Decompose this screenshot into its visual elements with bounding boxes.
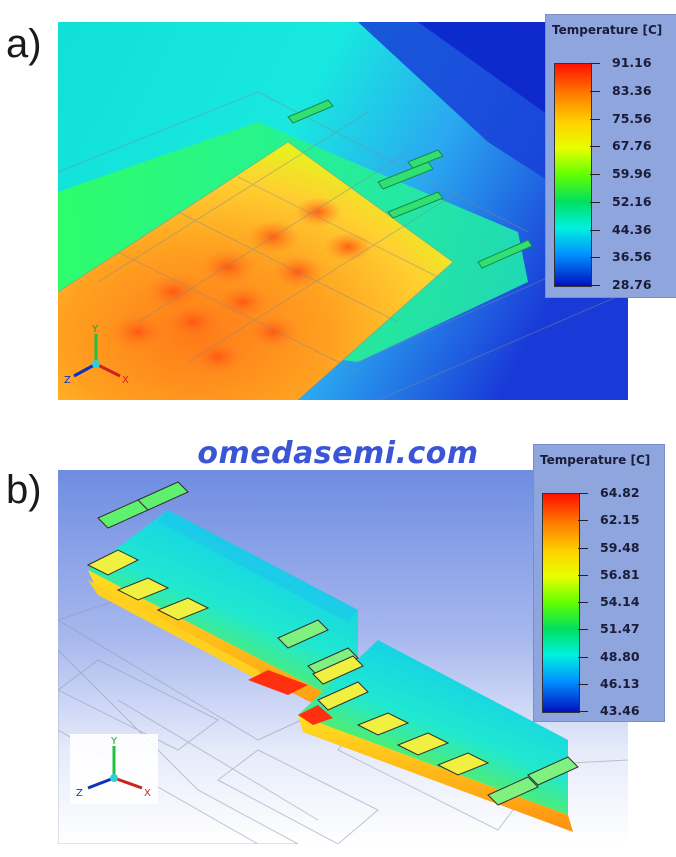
panel-b-terminals xyxy=(86,481,579,806)
panel-b-legend-tick-label: 51.47 xyxy=(600,621,640,637)
panel-a-legend-tick-mark xyxy=(590,90,600,92)
panel-a-heatmap: Y Z X xyxy=(58,22,628,400)
panel-b-legend-tick-label: 64.82 xyxy=(600,485,640,500)
panel-a-thermal-image: Y Z X xyxy=(58,22,628,400)
panel-a-legend-tick-mark xyxy=(590,285,600,286)
panel-a-triad-y: Y xyxy=(91,324,99,335)
panel-a-legend-tick-label: 91.16 xyxy=(612,55,652,70)
panel-b-module-2 xyxy=(298,640,573,832)
panel-a-legend-tick-label: 44.36 xyxy=(612,221,652,237)
panel-a-legend-tick-label: 28.76 xyxy=(612,277,652,292)
panel-a-legend-tick-label: 75.56 xyxy=(612,110,652,126)
panel-a-legend-tick-mark xyxy=(590,63,600,64)
panel-b-legend-tick-label: 43.46 xyxy=(600,703,640,718)
panel-b-legend-tick-label: 48.80 xyxy=(600,648,640,664)
panel-b-axis-triad xyxy=(87,746,143,790)
panel-b-legend-tick-label: 54.14 xyxy=(600,594,640,609)
panel-b-colorbar xyxy=(542,493,580,713)
panel-a-axis-triad xyxy=(73,334,121,378)
panel-a-legend-tick-label: 59.96 xyxy=(612,166,652,181)
panel-a-label: a) xyxy=(6,22,42,66)
panel-b-legend-tick-mark xyxy=(578,574,588,576)
panel-a-legend-tick-mark xyxy=(590,174,600,175)
panel-b-legend-tick-mark xyxy=(578,683,588,685)
panel-a-chips xyxy=(287,99,533,269)
panel-b-triad-y: Y xyxy=(110,736,118,747)
panel-a-colorbar xyxy=(554,63,592,287)
panel-b-legend-tick-mark xyxy=(578,547,588,549)
panel-a-legend: Temperature [C] 91.16 83.36 75.56 67.76 59.9… xyxy=(545,14,676,298)
panel-b-legend: Temperature [C] 64.82 62.15 59.48 56.81 54.1… xyxy=(533,444,665,722)
panel-a-triad-x: X xyxy=(122,375,129,386)
panel-b-legend-tick-label: 62.15 xyxy=(600,512,640,528)
panel-b-legend-tick-mark xyxy=(578,656,588,658)
panel-b-triad-x: X xyxy=(144,788,151,799)
panel-b-legend-tick-mark xyxy=(578,602,588,603)
panel-a-legend-tick-label: 67.76 xyxy=(612,138,652,154)
panel-b-legend-tick-mark xyxy=(578,629,588,631)
panel-a-legend-tick-mark xyxy=(590,201,600,203)
panel-a-legend-tick-mark xyxy=(590,118,600,120)
panel-b-legend-tick-label: 56.81 xyxy=(600,566,640,582)
panel-a-legend-tick-label: 52.16 xyxy=(612,193,652,209)
watermark-text: omedasemi.com xyxy=(197,436,479,471)
panel-a-hotspots xyxy=(110,197,372,374)
panel-b-legend-title: Temperature [C] xyxy=(540,453,651,467)
panel-a-legend-tick-label: 83.36 xyxy=(612,82,652,98)
panel-a-legend-tick-mark xyxy=(590,146,600,148)
panel-b-legend-tick-mark xyxy=(578,493,588,494)
panel-b-legend-tick-label: 46.13 xyxy=(600,675,640,691)
panel-a-triad-z: Z xyxy=(64,375,71,386)
panel-b-triad-z: Z xyxy=(76,788,83,799)
panel-b-legend-tick-label: 59.48 xyxy=(600,539,640,555)
panel-a-legend-tick-label: 36.56 xyxy=(612,249,652,265)
panel-a-legend-tick-mark xyxy=(590,257,600,259)
panel-a-legend-tick-mark xyxy=(590,229,600,231)
panel-a-grid xyxy=(58,91,628,400)
panel-b-legend-tick-mark xyxy=(578,520,588,522)
panel-a-legend-title: Temperature [C] xyxy=(552,23,663,37)
panel-b-legend-tick-mark xyxy=(578,711,588,712)
panel-b-label: b) xyxy=(6,468,42,512)
